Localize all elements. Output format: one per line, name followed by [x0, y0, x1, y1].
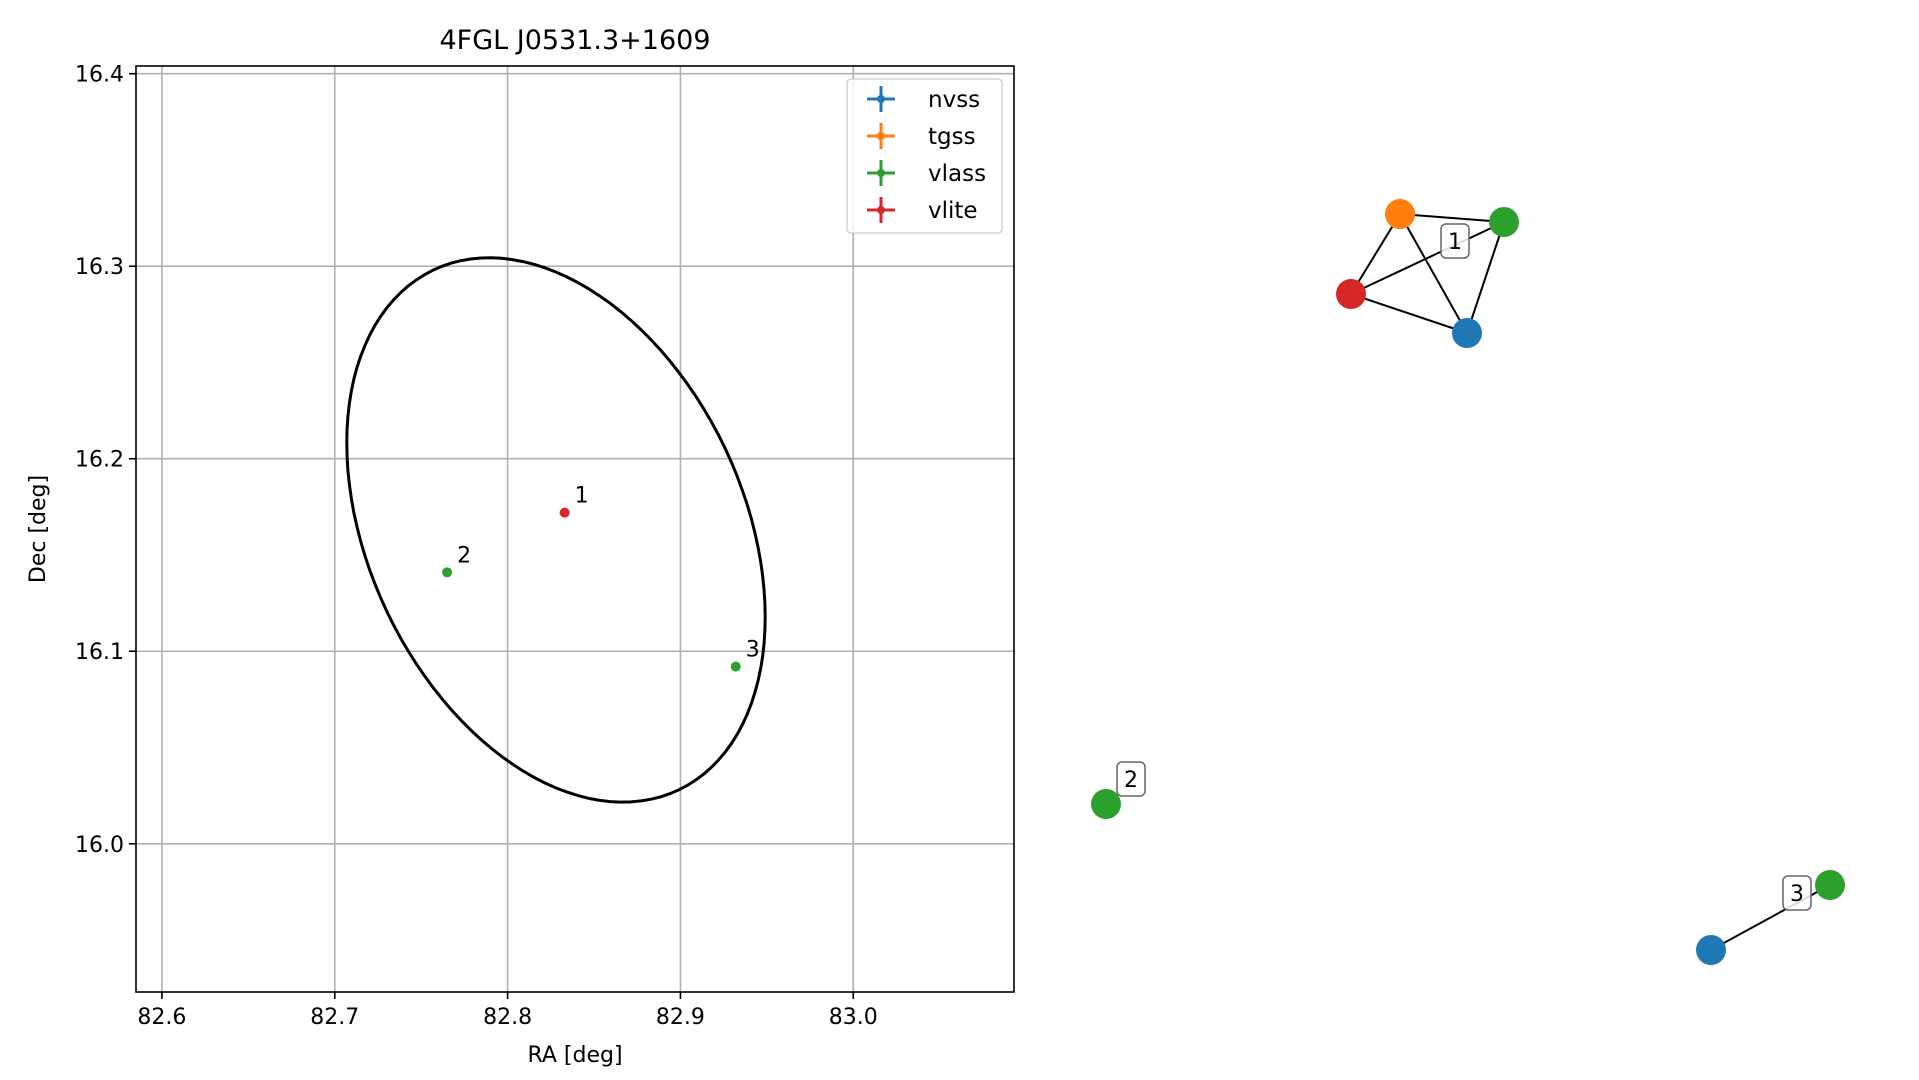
- y-ticks: 16.0 16.1 16.2 16.3 16.4: [75, 63, 136, 858]
- legend-label: tgss: [928, 124, 976, 150]
- network-node-tgss: [1385, 199, 1415, 229]
- scatter-plot: 82.6 82.7 82.8 82.9 83.0 16.016.116.216.316.…: [26, 25, 1015, 1068]
- data-points: [442, 507, 741, 672]
- network-label-text: 1: [1448, 230, 1462, 255]
- network-diagram: 1 2 3: [1091, 199, 1845, 965]
- network-node-nvss: [1696, 935, 1726, 965]
- data-point-vlass: [730, 661, 741, 672]
- y-tick-label: 16.0: [75, 833, 124, 858]
- x-tick-label: 82.9: [656, 1005, 705, 1030]
- network-group-label: 1: [1440, 223, 1470, 259]
- grid: [136, 66, 1014, 992]
- network-label-text: 3: [1790, 882, 1804, 907]
- point-label: 3: [746, 638, 760, 663]
- network-label-box: [1116, 761, 1146, 797]
- legend-label: vlass: [928, 161, 986, 187]
- uncertainty-ellipse: [345, 256, 767, 804]
- network-edge: [1466, 221, 1505, 334]
- x-tick-label: 83.0: [829, 1005, 878, 1030]
- legend-marker-dot: [877, 95, 885, 103]
- network-node-vlass: [1091, 789, 1121, 819]
- x-axis-label: RA [deg]: [527, 1043, 622, 1068]
- point-label: 2: [457, 543, 471, 568]
- network-nodes: [1091, 199, 1845, 965]
- x-ticks: 82.6 82.7 82.8 82.9 83.0: [137, 992, 878, 1030]
- x-tick-label: 82.8: [483, 1005, 532, 1030]
- network-edge: [1399, 213, 1505, 223]
- legend-label: nvss: [928, 87, 980, 113]
- network-edge: [1399, 213, 1468, 334]
- network-label-box: [1440, 223, 1470, 259]
- x-tick-label: 82.7: [310, 1005, 359, 1030]
- data-point-vlite: [559, 507, 570, 518]
- network-edge: [1350, 213, 1401, 295]
- y-tick-label: 16.2: [75, 448, 124, 473]
- plot-frame: [135, 65, 1015, 993]
- legend-marker-dot: [877, 206, 885, 214]
- network-labels: 1 2 3: [1116, 223, 1812, 911]
- legend-item-vlite: vlite: [867, 197, 978, 224]
- y-tick-label: 16.1: [75, 640, 124, 665]
- legend-label: vlite: [928, 198, 978, 224]
- legend: nvss tgss vlass vlite: [846, 78, 1003, 234]
- network-node-vlass: [1489, 207, 1519, 237]
- legend-marker-dot: [877, 169, 885, 177]
- network-edge: [1350, 221, 1505, 295]
- network-group-label: 3: [1782, 875, 1812, 911]
- network-edges: [1350, 213, 1831, 951]
- legend-marker-dot: [877, 132, 885, 140]
- network-edge: [1710, 884, 1831, 951]
- y-axis-label: Dec [deg]: [26, 475, 51, 583]
- network-node-vlite: [1336, 279, 1366, 309]
- network-node-nvss: [1452, 318, 1482, 348]
- x-tick-label: 82.6: [137, 1005, 186, 1030]
- network-label-box: [1782, 875, 1812, 911]
- data-point-vlass: [442, 567, 453, 578]
- point-labels: 1 2 3: [457, 484, 760, 663]
- network-node-vlass: [1815, 870, 1845, 900]
- y-tick-label: 16.3: [75, 255, 124, 280]
- legend-item-tgss: tgss: [867, 123, 976, 150]
- legend-box: [846, 78, 1003, 234]
- network-label-text: 2: [1124, 768, 1138, 793]
- network-edge: [1350, 293, 1468, 334]
- network-group-label: 2: [1116, 761, 1146, 797]
- legend-item-nvss: nvss: [867, 86, 980, 113]
- y-tick-label: 16.4: [75, 63, 124, 88]
- legend-item-vlass: vlass: [867, 160, 986, 187]
- chart-title: 4FGL J0531.3+1609: [439, 25, 710, 56]
- point-label: 1: [575, 484, 589, 509]
